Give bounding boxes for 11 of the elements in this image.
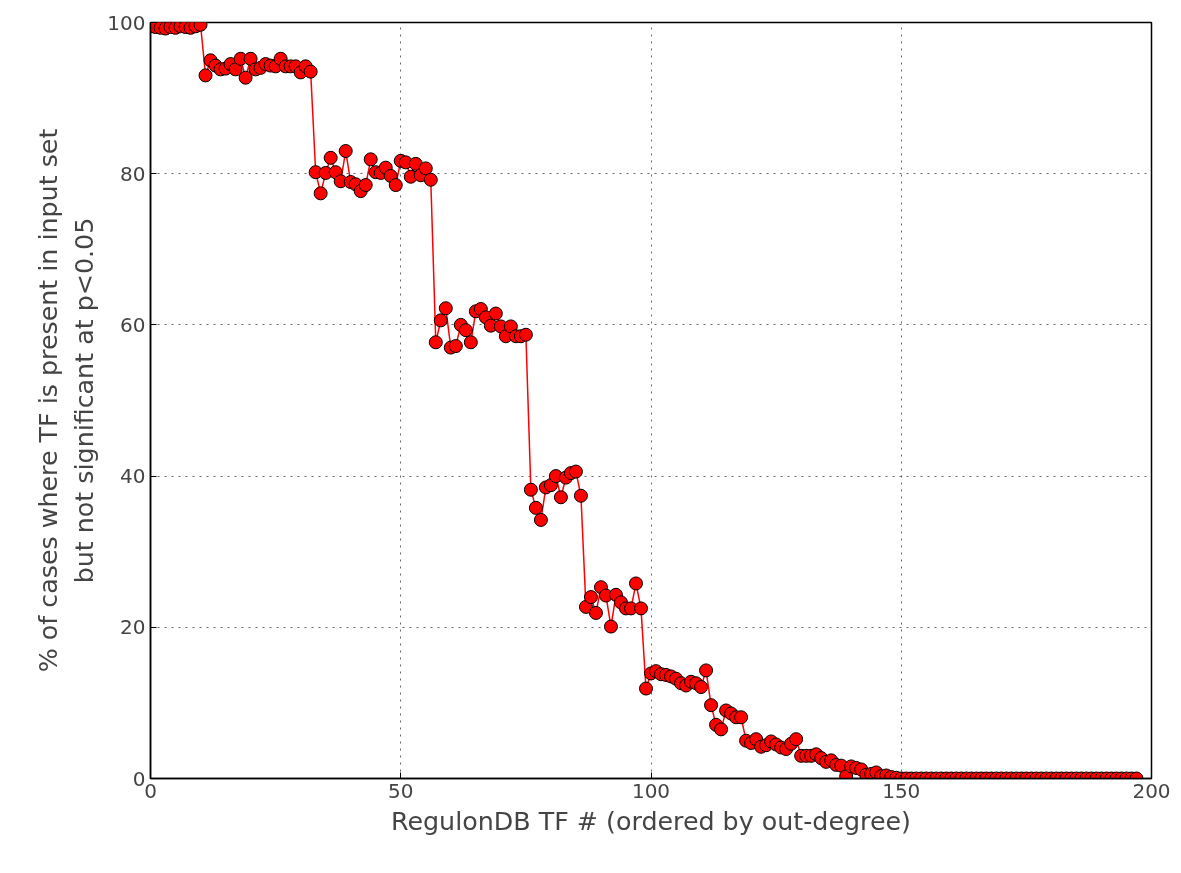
y-tick-label: 80 [120,161,146,186]
x-tick-label: 150 [882,778,921,803]
y-tick-label: 60 [120,312,146,337]
x-tick-label: 100 [631,778,671,803]
x-axis-title: RegulonDB TF # (ordered by out-degree) [391,805,912,836]
x-tick-label: 50 [388,778,414,803]
y-axis-title: % of cases where TF is present in input set but not significant at p<0.05 [33,128,100,673]
x-tick-label: 200 [1132,778,1171,803]
y-tick-label: 40 [120,464,146,489]
y-tick-label: 20 [120,615,146,640]
y-tick-label: 100 [107,10,146,35]
